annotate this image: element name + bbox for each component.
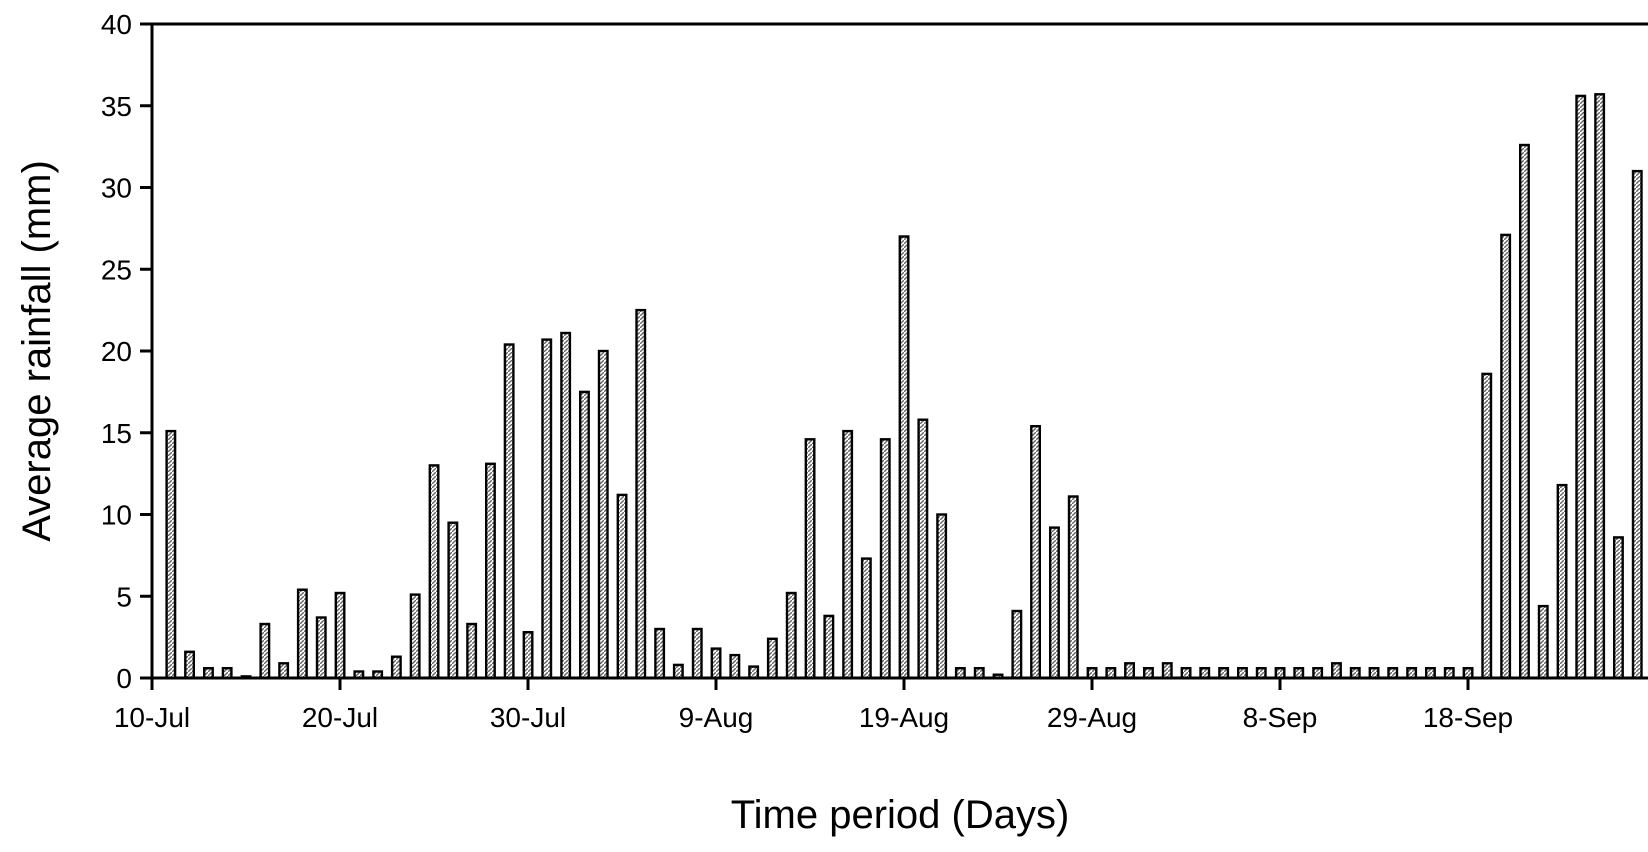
x-tick-label-19-Aug: 19-Aug bbox=[859, 702, 949, 733]
bar-18-Aug bbox=[879, 438, 891, 680]
bar-1-Aug bbox=[560, 331, 572, 680]
bar-9-Aug bbox=[710, 647, 722, 680]
bar-8-Aug bbox=[691, 627, 703, 680]
y-tick-label-30: 30 bbox=[101, 173, 132, 204]
bar-26-Aug bbox=[1030, 425, 1042, 680]
y-axis-title: Average rainfall (mm) bbox=[15, 160, 59, 542]
x-tick-label-9-Aug: 9-Aug bbox=[679, 702, 754, 733]
bar-16-Aug bbox=[842, 429, 854, 680]
bar-30-Jul bbox=[522, 631, 534, 680]
bar-16-Jul bbox=[259, 622, 271, 680]
bar-11-Jul bbox=[165, 429, 177, 680]
y-ticks-group: 0 5 10 15 20 25 30 35 40 bbox=[101, 9, 152, 694]
bar-28-Aug bbox=[1067, 495, 1079, 680]
y-tick-label-20: 20 bbox=[101, 336, 132, 367]
bar-31-Jul bbox=[541, 338, 553, 680]
y-tick-label-10: 10 bbox=[101, 500, 132, 531]
bar-25-Jul bbox=[428, 464, 440, 680]
y-tick-label-5: 5 bbox=[116, 581, 132, 612]
bar-11-Aug bbox=[748, 665, 760, 680]
x-tick-label-18-Sep: 18-Sep bbox=[1423, 702, 1513, 733]
bar-4-Aug bbox=[616, 493, 628, 680]
bar-25-Sep bbox=[1594, 93, 1606, 680]
bar-21-Sep bbox=[1518, 143, 1530, 680]
bar-29-Jul bbox=[503, 343, 515, 680]
bar-6-Aug bbox=[654, 627, 666, 680]
bar-3-Aug bbox=[597, 349, 609, 680]
x-tick-label-10-Jul: 10-Jul bbox=[114, 702, 190, 733]
bar-20-Sep bbox=[1500, 233, 1512, 680]
y-tick-label-15: 15 bbox=[101, 418, 132, 449]
bar-17-Jul bbox=[278, 662, 290, 680]
bar-17-Aug bbox=[860, 557, 872, 680]
bar-15-Aug bbox=[823, 614, 835, 680]
bar-5-Aug bbox=[635, 308, 647, 680]
bar-12-Jul bbox=[184, 650, 196, 680]
x-axis-title: Time period (Days) bbox=[731, 793, 1070, 837]
bar-7-Aug bbox=[672, 663, 684, 680]
y-tick-label-0: 0 bbox=[116, 663, 132, 694]
bar-21-Aug bbox=[936, 513, 948, 680]
bar-11-Sep bbox=[1330, 662, 1342, 680]
bar-27-Aug bbox=[1048, 526, 1060, 680]
x-tick-label-29-Aug: 29-Aug bbox=[1047, 702, 1137, 733]
bars-group bbox=[165, 93, 1643, 680]
bar-26-Jul bbox=[447, 521, 459, 680]
bar-26-Sep bbox=[1612, 536, 1624, 680]
bar-19-Aug bbox=[898, 235, 910, 680]
bar-27-Sep bbox=[1631, 169, 1643, 680]
bar-20-Jul bbox=[334, 591, 346, 680]
x-ticks-group: 10-Jul 20-Jul 30-Jul 9-Aug 19-Aug 29-Aug 8-Sep… bbox=[114, 678, 1513, 733]
x-tick-label-20-Jul: 20-Jul bbox=[302, 702, 378, 733]
bar-2-Sep bbox=[1161, 662, 1173, 680]
bar-2-Aug bbox=[579, 390, 590, 680]
bar-13-Aug bbox=[785, 591, 797, 680]
bar-27-Jul bbox=[466, 622, 478, 680]
bar-20-Aug bbox=[917, 418, 929, 680]
y-tick-label-40: 40 bbox=[101, 9, 132, 40]
bar-18-Jul bbox=[296, 588, 308, 680]
y-tick-label-25: 25 bbox=[101, 254, 132, 285]
x-tick-label-30-Jul: 30-Jul bbox=[490, 702, 566, 733]
bar-12-Aug bbox=[766, 637, 778, 680]
bar-24-Sep bbox=[1575, 94, 1587, 680]
bar-14-Aug bbox=[804, 438, 816, 680]
bar-22-Sep bbox=[1537, 604, 1549, 680]
bar-10-Aug bbox=[729, 653, 741, 680]
x-tick-label-8-Sep: 8-Sep bbox=[1243, 702, 1318, 733]
bar-23-Sep bbox=[1556, 483, 1568, 680]
bar-24-Jul bbox=[409, 593, 421, 680]
bar-19-Jul bbox=[315, 616, 327, 680]
y-tick-label-35: 35 bbox=[101, 91, 132, 122]
bar-19-Sep bbox=[1481, 372, 1493, 680]
bar-31-Aug bbox=[1124, 662, 1136, 680]
bar-25-Aug bbox=[1011, 609, 1023, 680]
bar-23-Jul bbox=[390, 655, 402, 680]
bar-28-Jul bbox=[485, 462, 496, 680]
